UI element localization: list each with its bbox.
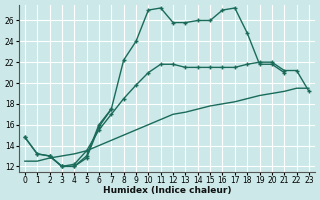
X-axis label: Humidex (Indice chaleur): Humidex (Indice chaleur) xyxy=(103,186,231,195)
